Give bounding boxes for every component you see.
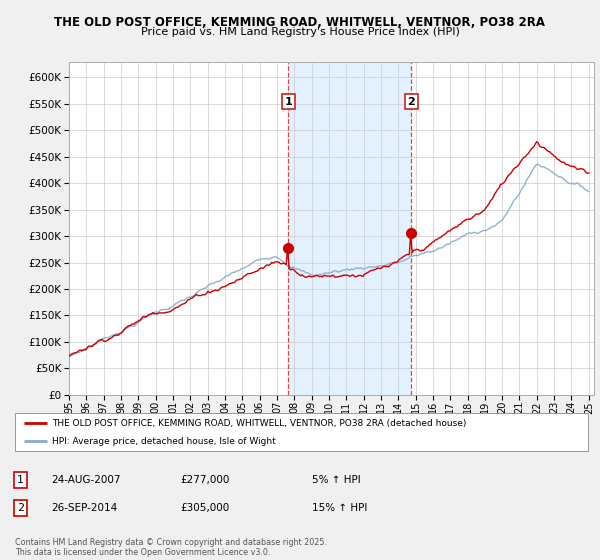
Text: THE OLD POST OFFICE, KEMMING ROAD, WHITWELL, VENTNOR, PO38 2RA (detached house): THE OLD POST OFFICE, KEMMING ROAD, WHITW… (52, 419, 467, 428)
Text: 1: 1 (284, 96, 292, 106)
Text: 26-SEP-2014: 26-SEP-2014 (51, 503, 117, 513)
Text: £305,000: £305,000 (180, 503, 229, 513)
Text: 15% ↑ HPI: 15% ↑ HPI (312, 503, 367, 513)
Text: 5% ↑ HPI: 5% ↑ HPI (312, 475, 361, 485)
Text: HPI: Average price, detached house, Isle of Wight: HPI: Average price, detached house, Isle… (52, 437, 276, 446)
Text: 2: 2 (407, 96, 415, 106)
Text: 24-AUG-2007: 24-AUG-2007 (51, 475, 121, 485)
Text: Contains HM Land Registry data © Crown copyright and database right 2025.
This d: Contains HM Land Registry data © Crown c… (15, 538, 327, 557)
Text: THE OLD POST OFFICE, KEMMING ROAD, WHITWELL, VENTNOR, PO38 2RA: THE OLD POST OFFICE, KEMMING ROAD, WHITW… (55, 16, 545, 29)
Bar (288, 62, 411, 395)
Text: Price paid vs. HM Land Registry's House Price Index (HPI): Price paid vs. HM Land Registry's House … (140, 27, 460, 37)
Text: 1: 1 (17, 475, 24, 485)
Text: £277,000: £277,000 (180, 475, 229, 485)
Text: 2: 2 (17, 503, 24, 513)
